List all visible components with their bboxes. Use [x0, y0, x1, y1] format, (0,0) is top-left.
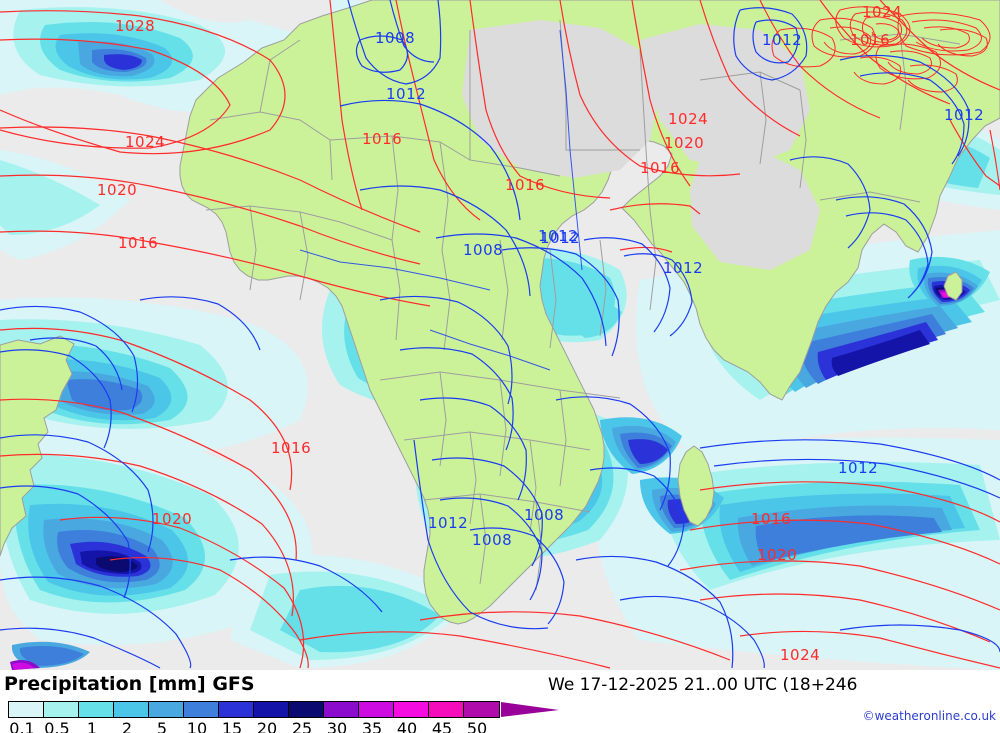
- country-borders: [205, 19, 961, 591]
- isobars-high: [0, 0, 1000, 669]
- colorbar-swatch[interactable]: [429, 702, 464, 717]
- colorbar-swatches[interactable]: [8, 701, 500, 718]
- colorbar-tick-label: 25: [291, 719, 313, 733]
- himalaya-contour-cluster: [771, 6, 991, 93]
- colorbar-tick-label: 45: [431, 719, 453, 733]
- colorbar-tick-labels: 0.1 0.5 1 2 5 10 15 20 25 30 35 40 45 50: [8, 719, 528, 733]
- colorbar-swatch[interactable]: [9, 702, 44, 717]
- colorbar-tick-label: 15: [221, 719, 243, 733]
- colorbar-tick-label: 10: [186, 719, 208, 733]
- precipitation-colorbar[interactable]: 0.1 0.5 1 2 5 10 15 20 25 30 35 40 45 50: [8, 701, 559, 733]
- colorbar-tick-label: 2: [121, 719, 133, 733]
- model-run-timestamp: We 17-12-2025 21..00 UTC (18+246: [548, 675, 858, 695]
- colorbar-swatch[interactable]: [254, 702, 289, 717]
- legend-title: Precipitation [mm] GFS: [4, 673, 255, 695]
- sri-lanka: [943, 271, 963, 301]
- colorbar-swatch[interactable]: [219, 702, 254, 717]
- colorbar-tick-label: 20: [256, 719, 278, 733]
- colorbar-swatch[interactable]: [359, 702, 394, 717]
- colorbar-swatch[interactable]: [114, 702, 149, 717]
- colorbar-swatch[interactable]: [394, 702, 429, 717]
- africa-eurasia-landmass: [179, 0, 1000, 625]
- colorbar-swatch[interactable]: [79, 702, 114, 717]
- colorbar-swatch[interactable]: [149, 702, 184, 717]
- colorbar-swatch[interactable]: [44, 702, 79, 717]
- colorbar-tick-label: 1: [86, 719, 98, 733]
- colorbar-swatch[interactable]: [464, 702, 499, 717]
- colorbar-tick-label: 5: [156, 719, 168, 733]
- map-canvas: [0, 0, 1000, 670]
- legend-panel: Precipitation [mm] GFS We 17-12-2025 21.…: [0, 670, 1000, 733]
- colorbar-tick-label: 30: [326, 719, 348, 733]
- copyright-notice: ©weatheronline.co.uk: [862, 709, 996, 723]
- colorbar-swatch[interactable]: [289, 702, 324, 717]
- madagascar: [677, 445, 715, 527]
- colorbar-tick-label: 50: [466, 719, 488, 733]
- colorbar-tick-label: 35: [361, 719, 383, 733]
- colorbar-swatch[interactable]: [184, 702, 219, 717]
- precipitation-map[interactable]: 1028 1024 1020 1016 1008 1012 1016 1016 1008 1012…: [0, 0, 1000, 670]
- colorbar-overflow-arrow: [501, 702, 559, 717]
- colorbar-swatch[interactable]: [324, 702, 359, 717]
- colorbar-tick-label: 0.1: [9, 719, 35, 733]
- arabian-desert: [690, 150, 820, 270]
- land-layer: [0, 0, 1000, 625]
- colorbar-tick-label: 0.5: [44, 719, 70, 733]
- colorbar-tick-label: 40: [396, 719, 418, 733]
- isobars-low: [0, 0, 1000, 669]
- libya-egypt-arid: [462, 20, 660, 178]
- hydrography: [299, 29, 583, 371]
